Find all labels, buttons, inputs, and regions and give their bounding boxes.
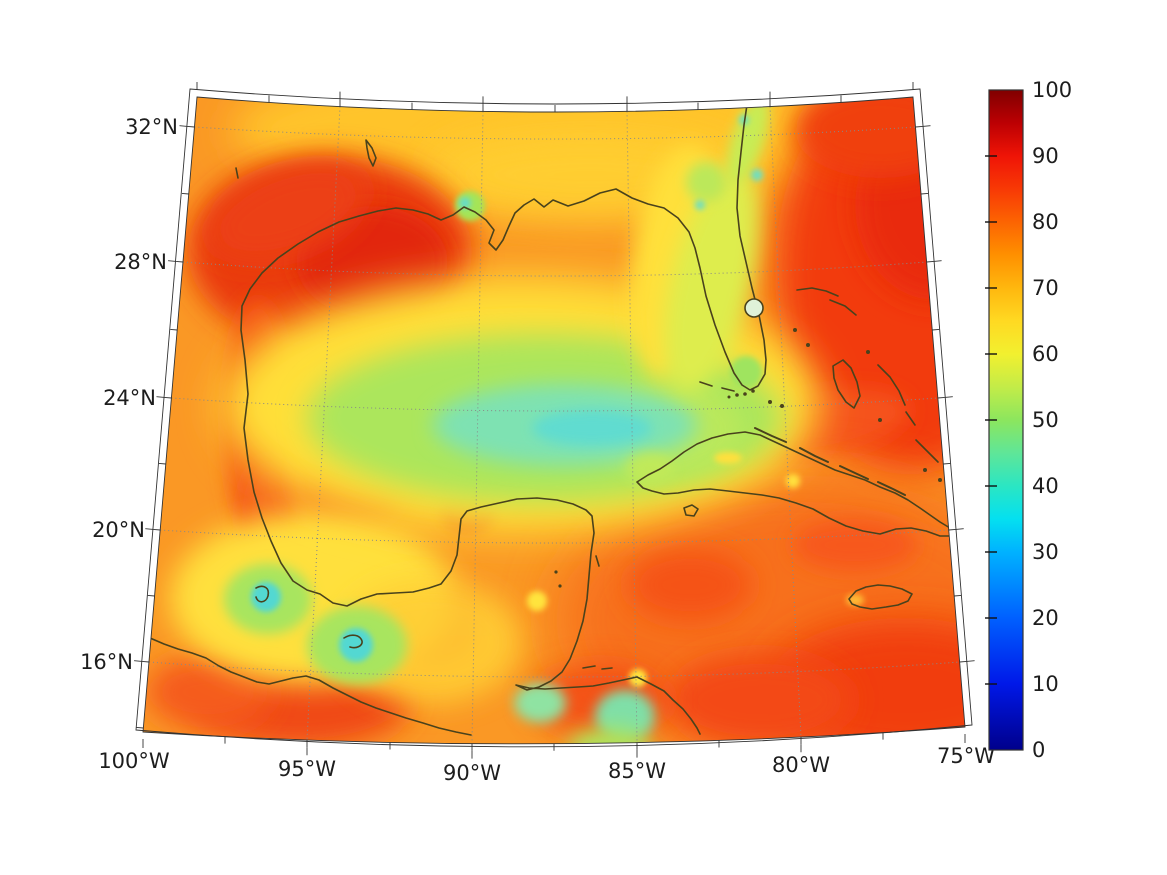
lon-axis-labels: 100°W 95°W 90°W 85°W 80°W 75°W (98, 744, 995, 785)
colorbar-ticks (985, 155, 997, 685)
colorbar-label-90: 90 (1032, 144, 1059, 168)
colorbar-label-10: 10 (1032, 672, 1059, 696)
coastline-bahamas (699, 287, 939, 463)
coastline-jamaica (848, 584, 913, 610)
heatmap-field (143, 97, 965, 744)
lat-tick-label-28n: 28°N (114, 250, 167, 274)
lon-tick-label-90w: 90°W (443, 761, 501, 785)
frame-ticks-left (134, 125, 195, 729)
coastline-cuba-cays (754, 427, 906, 496)
coastline-gulf-main (240, 97, 767, 735)
coastline-islet (235, 167, 239, 179)
colorbar-tick-labels: 100 90 80 70 60 50 40 30 20 10 0 (1032, 78, 1072, 762)
frame-outer (135, 88, 973, 748)
colorbar-label-0: 0 (1032, 738, 1045, 762)
lat-tick-label-32n: 32°N (125, 115, 178, 139)
coastlines (149, 97, 961, 736)
colorbar-label-20: 20 (1032, 606, 1059, 630)
small-islands (554, 328, 942, 588)
meridian-90w (471, 111, 484, 744)
coastline-pacific (149, 637, 472, 736)
lon-tick-label-75w: 75°W (937, 744, 995, 768)
lon-tick-label-100w: 100°W (98, 749, 170, 773)
colorbar-label-50: 50 (1032, 408, 1059, 432)
colorbar-label-60: 60 (1032, 342, 1059, 366)
coastline-isle-of-youth (683, 504, 699, 517)
colorbar: 100 90 80 70 60 50 40 30 20 10 0 (985, 78, 1072, 762)
lon-tick-label-80w: 80°W (772, 753, 830, 777)
lon-tick-label-95w: 95°W (278, 757, 336, 781)
lat-tick-label-16n: 16°N (80, 650, 133, 674)
graticule (148, 106, 960, 744)
frame-inner (142, 96, 966, 745)
lake-okeechobee (744, 298, 764, 318)
map-frame (134, 82, 975, 759)
frame-ticks-right (915, 125, 975, 663)
coastline-lagoon-2 (343, 634, 363, 649)
parallel-28n (182, 261, 927, 277)
lat-axis-labels: 32°N 28°N 24°N 20°N 16°N (80, 115, 178, 674)
colorbar-label-30: 30 (1032, 540, 1059, 564)
lon-tick-label-85w: 85°W (608, 759, 666, 783)
parallel-16n (148, 661, 960, 678)
colorbar-label-80: 80 (1032, 210, 1059, 234)
coastline-bay-islands (582, 555, 613, 670)
parallel-32n (194, 126, 916, 140)
meridian-95w (306, 106, 341, 741)
colorbar-label-100: 100 (1032, 78, 1072, 102)
frame-ticks-top (196, 82, 914, 112)
coastline-lagoon-1 (255, 585, 270, 603)
colorbar-label-70: 70 (1032, 276, 1059, 300)
lat-tick-label-20n: 20°N (92, 518, 145, 542)
colorbar-label-40: 40 (1032, 474, 1059, 498)
lat-tick-label-24n: 24°N (103, 386, 156, 410)
coastline-small-lake (365, 139, 377, 167)
frame-ticks-bottom (142, 732, 966, 759)
